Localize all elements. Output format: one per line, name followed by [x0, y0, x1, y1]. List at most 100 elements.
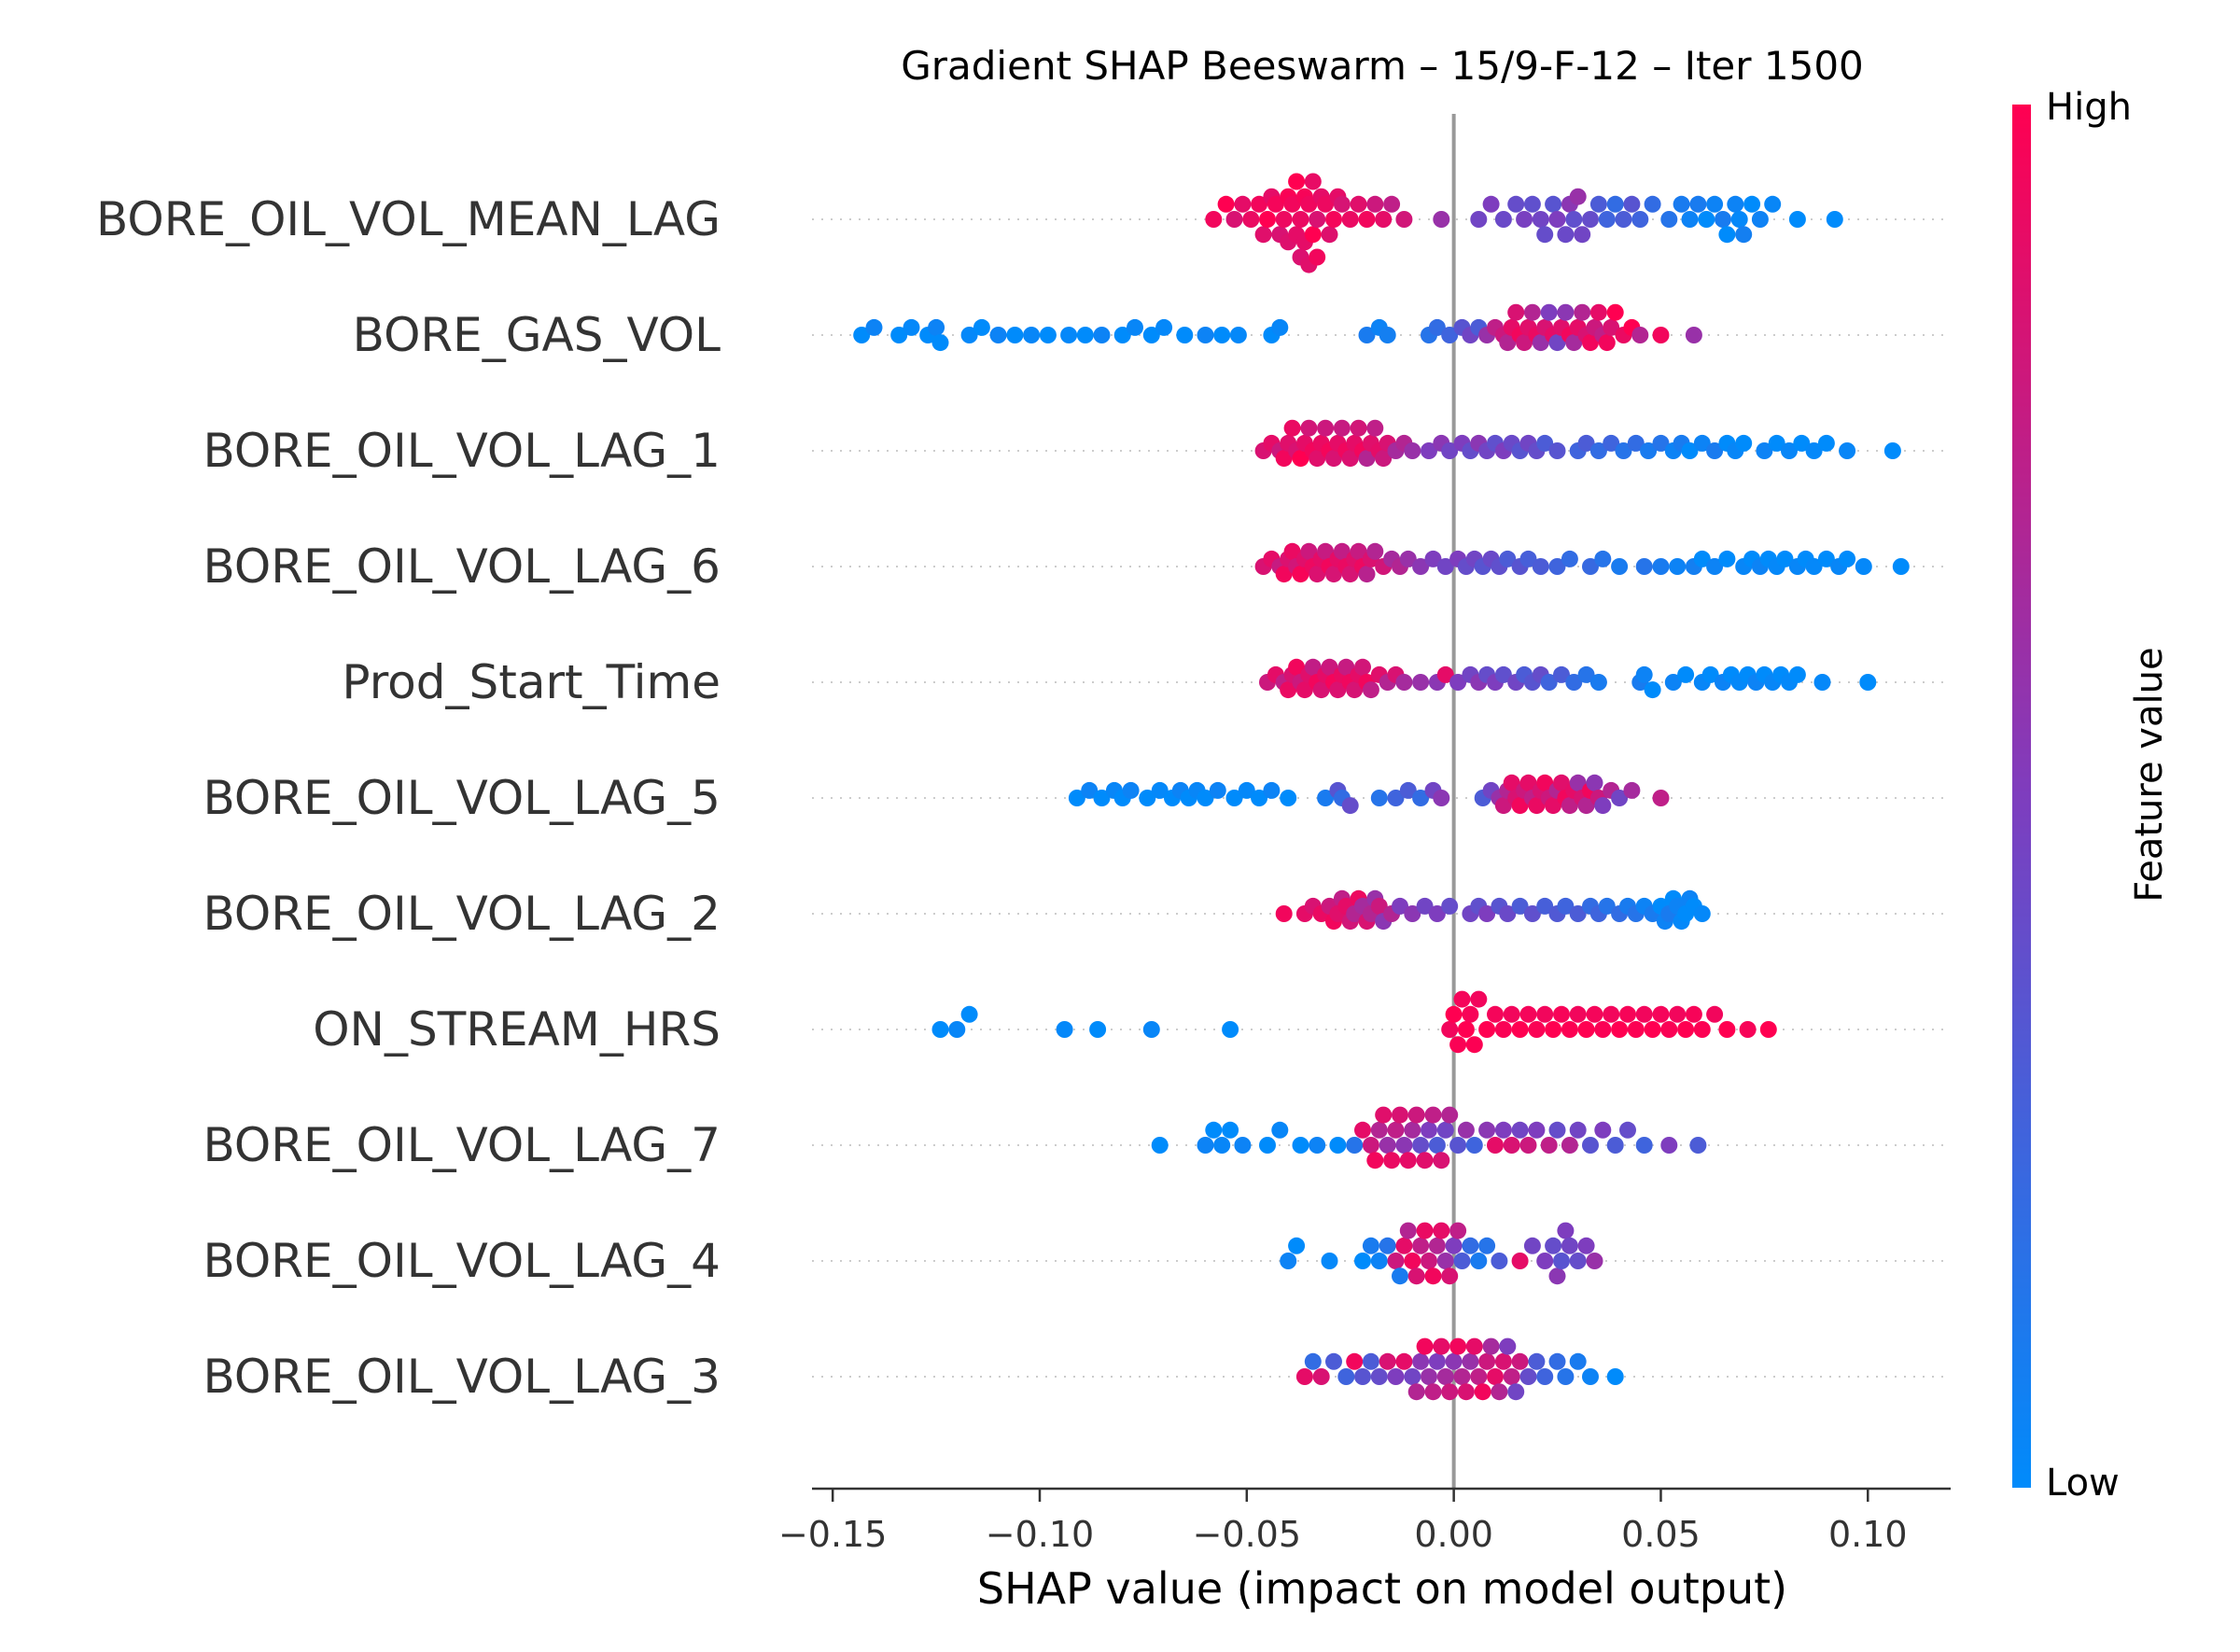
shap-point — [1516, 334, 1533, 352]
shap-point — [1561, 1021, 1578, 1038]
shap-point — [1412, 1352, 1430, 1370]
shap-point — [1433, 1337, 1450, 1355]
shap-point — [1503, 774, 1520, 791]
feature-labels: BORE_OIL_VOL_MEAN_LAG BORE_GAS_VOL BORE_OI… — [96, 192, 721, 1404]
shap-point — [1234, 1137, 1252, 1154]
shap-point — [1366, 195, 1384, 213]
shap-point — [1569, 1253, 1587, 1269]
shap-point — [1669, 1005, 1687, 1023]
shap-point — [1519, 774, 1537, 791]
shap-point — [1399, 1222, 1417, 1239]
shap-point — [1503, 1005, 1520, 1023]
shap-point — [1594, 1021, 1612, 1038]
shap-point — [1433, 790, 1450, 806]
shap-point — [1445, 1352, 1463, 1370]
shap-point — [1254, 226, 1272, 244]
shap-point — [1370, 790, 1388, 806]
shap-point — [1735, 434, 1753, 452]
shap-point — [1727, 195, 1744, 213]
shap-point — [1594, 550, 1612, 567]
shap-point — [1839, 442, 1856, 459]
feature-label: BORE_OIL_VOL_MEAN_LAG — [96, 192, 721, 246]
shap-point — [1631, 211, 1649, 228]
shap-point — [1242, 211, 1260, 228]
shap-point — [1383, 1152, 1401, 1169]
shap-point — [1370, 1253, 1388, 1269]
shap-point — [1615, 211, 1632, 228]
shap-point — [1379, 327, 1396, 343]
colorbar-high-label: High — [2046, 86, 2132, 129]
shap-point — [1499, 550, 1517, 567]
shap-point — [1478, 1021, 1496, 1038]
shap-point — [1379, 1352, 1396, 1370]
shap-point — [1412, 1237, 1430, 1254]
shap-point — [1503, 1137, 1520, 1154]
shap-point — [1826, 211, 1843, 228]
shap-point — [1569, 774, 1587, 791]
shap-point — [1582, 558, 1599, 575]
shap-point — [1768, 434, 1785, 452]
shap-point — [890, 327, 908, 343]
shap-point — [1441, 327, 1459, 343]
shap-point — [1536, 774, 1554, 791]
shap-point — [1309, 1137, 1326, 1154]
shap-point — [1325, 566, 1342, 583]
shap-point — [1428, 1137, 1446, 1154]
shap-point — [1751, 211, 1769, 228]
shap-point — [1375, 211, 1393, 228]
shap-point — [1494, 1021, 1512, 1038]
shap-point — [1288, 658, 1306, 676]
shap-point — [1407, 1267, 1425, 1285]
shap-point — [1553, 774, 1570, 791]
shap-point — [1366, 542, 1384, 560]
shap-point — [1392, 897, 1408, 915]
shap-point — [1685, 1005, 1702, 1023]
shap-point — [1606, 303, 1624, 321]
shap-point — [1540, 674, 1558, 691]
shap-point — [1399, 1152, 1417, 1169]
shap-point — [1553, 1253, 1570, 1269]
shap-point — [1548, 442, 1566, 459]
shap-point — [1491, 1253, 1508, 1269]
shap-point — [1519, 550, 1537, 567]
shap-point — [1213, 1137, 1231, 1154]
x-tick-label: 0.10 — [1828, 1514, 1908, 1555]
feature-label: BORE_OIL_VOL_LAG_2 — [203, 887, 721, 941]
shap-point — [1523, 905, 1541, 922]
shap-point — [1606, 195, 1624, 213]
shap-point — [1457, 1021, 1475, 1038]
shap-point — [1127, 318, 1143, 336]
shap-point — [1465, 1337, 1483, 1355]
shap-point — [1441, 1267, 1459, 1285]
shap-point — [1300, 542, 1318, 560]
shap-point — [1325, 450, 1342, 468]
shap-point — [1416, 897, 1434, 915]
shap-point — [1453, 990, 1471, 1008]
shap-point — [1433, 1152, 1450, 1169]
feature-label: BORE_OIL_VOL_LAG_7 — [203, 1118, 721, 1172]
shap-point — [1594, 797, 1612, 815]
shap-point — [1478, 905, 1496, 922]
shap-point — [1817, 434, 1835, 452]
shap-point — [1470, 1368, 1488, 1385]
shap-point — [1309, 248, 1326, 266]
shap-point — [1354, 1121, 1371, 1139]
shap-point — [1056, 1021, 1073, 1038]
shap-point — [1503, 1368, 1520, 1385]
shap-point — [1275, 450, 1293, 468]
shap-point — [1428, 905, 1446, 922]
shap-point — [1487, 1137, 1504, 1154]
shap-point — [1358, 211, 1376, 228]
shap-point — [1553, 1005, 1570, 1023]
shap-point — [1441, 442, 1459, 459]
shap-point — [1603, 318, 1620, 336]
shap-point — [1465, 1036, 1483, 1054]
chart-title: Gradient SHAP Beeswarm – 15/9-F-12 – Ite… — [901, 43, 1864, 89]
shap-point — [1259, 211, 1276, 228]
shap-point — [1557, 226, 1575, 244]
shap-point — [1122, 781, 1140, 799]
shap-point — [1416, 1152, 1434, 1169]
shap-point — [1589, 674, 1607, 691]
shap-point — [1756, 442, 1773, 459]
